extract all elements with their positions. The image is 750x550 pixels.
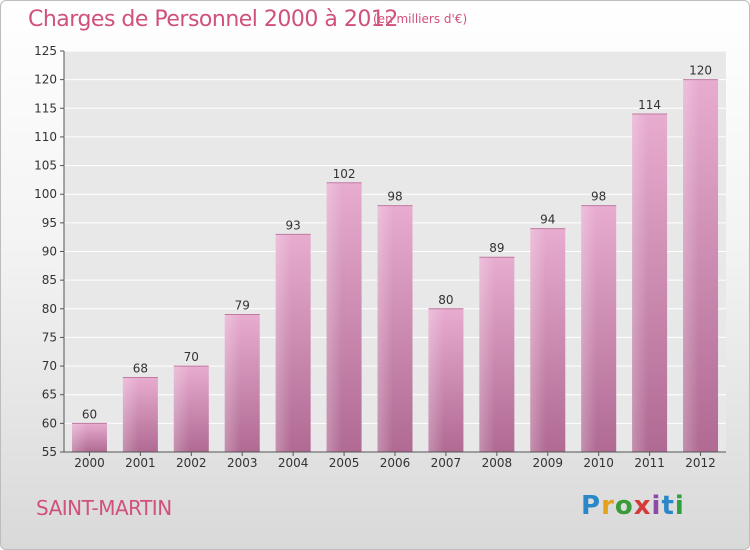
bar-value-label: 93 xyxy=(286,218,301,232)
bar-value-label: 98 xyxy=(387,190,402,204)
y-tick-label: 95 xyxy=(42,216,57,230)
x-tick-label: 2011 xyxy=(634,456,665,470)
logo-letter: i xyxy=(651,491,662,521)
y-tick-label: 55 xyxy=(42,445,57,459)
y-tick-label: 110 xyxy=(34,130,57,144)
bar-highlight xyxy=(581,205,597,452)
bar-value-label: 60 xyxy=(82,407,97,421)
chart-subtitle: (en milliers d'€) xyxy=(373,12,468,26)
labels-layer: 60 68 70 79 93 102 98 80 89 94 98 114 120 xyxy=(82,64,712,422)
y-tick-label: 85 xyxy=(42,273,57,287)
bars-layer xyxy=(71,79,719,453)
logo-letter: o xyxy=(614,491,634,521)
x-tick-label: 2010 xyxy=(583,456,614,470)
y-tick-label: 100 xyxy=(34,187,57,201)
bar-highlight xyxy=(683,79,699,453)
bar-value-label: 68 xyxy=(133,362,148,376)
bar-value-label: 98 xyxy=(591,190,606,204)
bar-value-label: 94 xyxy=(540,213,555,227)
x-tick-label: 2005 xyxy=(329,456,360,470)
bar-highlight xyxy=(326,182,343,452)
x-tick-label: 2000 xyxy=(74,456,105,470)
bar-highlight xyxy=(428,308,445,452)
y-tick-label: 90 xyxy=(42,245,57,259)
chart-title: Charges de Personnel 2000 à 2012 xyxy=(28,7,398,32)
x-tick-label: 2006 xyxy=(380,456,411,470)
bar-value-label: 79 xyxy=(235,299,250,313)
x-tick-label: 2003 xyxy=(227,456,258,470)
y-tick-label: 75 xyxy=(42,330,57,344)
x-tick-label: 2002 xyxy=(176,456,207,470)
x-tick-label: 2001 xyxy=(125,456,156,470)
x-tick-label: 2007 xyxy=(431,456,462,470)
y-tick-label: 120 xyxy=(34,73,57,87)
bar-value-label: 120 xyxy=(689,64,712,78)
bar-highlight xyxy=(71,423,88,452)
x-tick-label: 2012 xyxy=(685,456,716,470)
x-tick-label: 2004 xyxy=(278,456,309,470)
bar-highlight xyxy=(530,228,547,452)
y-tick-label: 60 xyxy=(42,416,57,430)
bar-value-label: 102 xyxy=(333,167,356,181)
proxiti-logo: Proxiti xyxy=(581,491,685,521)
logo-letter: t xyxy=(661,491,675,521)
y-tick-label: 70 xyxy=(42,359,57,373)
logo-letter: r xyxy=(601,491,615,521)
bar-value-label: 114 xyxy=(638,98,661,112)
bar-highlight xyxy=(377,205,394,452)
x-tick-label: 2008 xyxy=(482,456,513,470)
y-tick-label: 80 xyxy=(42,302,57,316)
logo-letter: x xyxy=(633,491,652,521)
bar-highlight xyxy=(479,257,496,452)
y-tick-label: 105 xyxy=(34,159,57,173)
bar-value-label: 80 xyxy=(438,293,453,307)
logo-letter: P xyxy=(581,491,602,521)
x-tick-label: 2009 xyxy=(532,456,563,470)
bar-highlight xyxy=(275,234,292,452)
bar-highlight xyxy=(632,114,648,452)
y-tick-label: 65 xyxy=(42,388,57,402)
logo-letter: i xyxy=(674,491,685,521)
bar-value-label: 70 xyxy=(184,350,199,364)
y-tick-label: 115 xyxy=(34,101,57,115)
bar-value-label: 89 xyxy=(489,241,504,255)
commune-name: SAINT-MARTIN xyxy=(36,496,172,520)
axis-layer: 55 60 65 70 75 80 85 90 95 100 105 110 115 120 125 2000… xyxy=(34,44,726,470)
y-tick-label: 125 xyxy=(34,44,57,58)
bar-highlight xyxy=(122,377,139,452)
bar-highlight xyxy=(173,366,190,452)
bar-highlight xyxy=(224,314,241,452)
